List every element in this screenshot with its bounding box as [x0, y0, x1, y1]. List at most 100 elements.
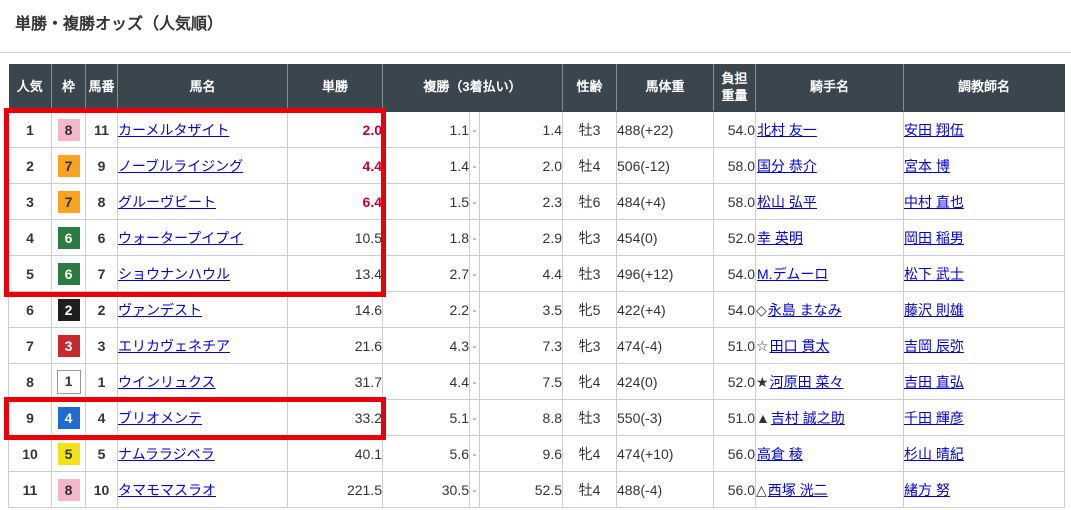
place-odds-separator: -: [469, 291, 480, 328]
frame-badge: 6: [57, 226, 80, 249]
place-odds-low-cell: 2.7: [382, 255, 470, 292]
jockey-cell: ◇永島 まなみ: [755, 291, 905, 328]
place-odds-separator: -: [469, 147, 480, 184]
place-odds-low-cell: 5.6: [382, 435, 470, 472]
trainer-link[interactable]: 吉岡 辰弥: [904, 337, 964, 354]
popularity-cell: 2: [8, 147, 52, 184]
place-odds-high-cell: 8.8: [479, 399, 564, 436]
horse-weight-cell: 488(+22): [616, 111, 715, 148]
carried-weight-cell: 54.0: [713, 111, 757, 148]
trainer-link[interactable]: 千田 輝彦: [904, 409, 964, 426]
horse-name-link[interactable]: カーメルタザイト: [118, 121, 230, 138]
header-trainer: 調教師名: [903, 64, 1066, 112]
horse-name-link[interactable]: グルーヴビート: [118, 193, 216, 210]
jockey-link[interactable]: 西塚 洸二: [767, 481, 828, 498]
title-divider: [0, 52, 1071, 53]
frame-cell: 3: [51, 327, 86, 364]
trainer-link[interactable]: 松下 武士: [904, 265, 964, 282]
table-row: 2 7 9 ノーブルライジング 4.4 1.4 - 2.0 牡4 506(-12…: [8, 147, 1066, 184]
horse-weight-cell: 474(+10): [616, 435, 715, 472]
sex-age-cell: 牡4: [562, 471, 618, 508]
horse-name-link[interactable]: エリカヴェネチア: [118, 337, 230, 354]
trainer-link[interactable]: 杉山 晴紀: [904, 445, 964, 462]
win-odds-cell: 14.6: [287, 291, 383, 328]
jockey-cell: ☆田口 貫太: [755, 327, 905, 364]
jockey-link[interactable]: 永島 まなみ: [767, 301, 842, 318]
place-odds-separator: -: [469, 435, 480, 472]
carried-weight-cell: 52.0: [713, 363, 757, 400]
popularity-cell: 1: [8, 111, 52, 148]
frame-cell: 7: [51, 147, 86, 184]
jockey-link[interactable]: 田口 貫太: [769, 337, 830, 354]
trainer-link[interactable]: 安田 翔伍: [904, 121, 964, 138]
horse-name-cell: ウインリュクス: [117, 363, 288, 400]
horse-name-link[interactable]: ヴァンデスト: [118, 301, 202, 318]
table-row: 8 1 1 ウインリュクス 31.7 4.4 - 7.5 牝4 424(0) 5…: [8, 363, 1066, 400]
trainer-link[interactable]: 宮本 博: [904, 157, 950, 174]
jockey-link[interactable]: 松山 弘平: [757, 193, 817, 210]
win-odds-cell: 6.4: [287, 183, 383, 220]
horse-name-link[interactable]: ノーブルライジング: [118, 157, 244, 174]
trainer-link[interactable]: 吉田 直弘: [904, 373, 964, 390]
jockey-link[interactable]: 北村 友一: [757, 121, 817, 138]
trainer-link[interactable]: 岡田 稲男: [904, 229, 964, 246]
jockey-link[interactable]: M.デムーロ: [757, 265, 829, 282]
horse-weight-cell: 488(-4): [616, 471, 715, 508]
carried-weight-cell: 54.0: [713, 255, 757, 292]
jockey-apprentice-mark: ▲: [756, 409, 770, 426]
jockey-cell: 高倉 稜: [755, 435, 905, 472]
trainer-link[interactable]: 中村 直也: [904, 193, 964, 210]
frame-cell: 6: [51, 219, 86, 256]
place-odds-high-cell: 2.3: [479, 183, 564, 220]
header-horse-name: 馬名: [117, 64, 288, 112]
horse-number-cell: 1: [85, 363, 118, 400]
jockey-link[interactable]: 国分 恭介: [757, 157, 817, 174]
horse-name-link[interactable]: ウォータープイプイ: [118, 229, 244, 246]
frame-badge: 4: [57, 406, 80, 429]
odds-table: 人気 枠 馬番 馬名 単勝 複勝（3着払い） 性齢 馬体重 負担重量 騎手名 調…: [8, 64, 1066, 508]
horse-number-cell: 10: [85, 471, 118, 508]
win-odds-cell: 2.0: [287, 111, 383, 148]
horse-name-link[interactable]: タマモマスラオ: [118, 481, 216, 498]
jockey-link[interactable]: 河原田 菜々: [769, 373, 844, 390]
horse-name-cell: ノーブルライジング: [117, 147, 288, 184]
horse-weight-cell: 474(-4): [616, 327, 715, 364]
frame-badge: 3: [57, 334, 80, 357]
jockey-link[interactable]: 吉村 誠之助: [770, 409, 845, 426]
frame-cell: 2: [51, 291, 86, 328]
horse-number-cell: 3: [85, 327, 118, 364]
place-odds-low-cell: 4.3: [382, 327, 470, 364]
sex-age-cell: 牡4: [562, 147, 618, 184]
horse-name-cell: ショウナンハウル: [117, 255, 288, 292]
horse-name-link[interactable]: ナムララジベラ: [118, 445, 215, 462]
place-odds-low-cell: 4.4: [382, 363, 470, 400]
horse-name-cell: ヴァンデスト: [117, 291, 288, 328]
trainer-link[interactable]: 藤沢 則雄: [904, 301, 964, 318]
trainer-cell: 千田 輝彦: [903, 399, 1066, 436]
table-row: 7 3 3 エリカヴェネチア 21.6 4.3 - 7.3 牝3 474(-4)…: [8, 327, 1066, 364]
header-popularity: 人気: [8, 64, 52, 112]
horse-name-link[interactable]: ショウナンハウル: [118, 265, 230, 282]
sex-age-cell: 牡3: [562, 255, 618, 292]
jockey-link[interactable]: 高倉 稜: [757, 445, 803, 462]
horse-name-cell: ナムララジベラ: [117, 435, 288, 472]
horse-number-cell: 8: [85, 183, 118, 220]
header-frame: 枠: [51, 64, 86, 112]
trainer-cell: 吉田 直弘: [903, 363, 1066, 400]
horse-name-link[interactable]: ウインリュクス: [118, 373, 216, 390]
horse-name-link[interactable]: ブリオメンテ: [118, 409, 202, 426]
jockey-link[interactable]: 幸 英明: [757, 229, 803, 246]
popularity-cell: 8: [8, 363, 52, 400]
trainer-link[interactable]: 緒方 努: [904, 481, 950, 498]
sex-age-cell: 牡3: [562, 111, 618, 148]
frame-badge: 7: [57, 154, 80, 177]
jockey-cell: ★河原田 菜々: [755, 363, 905, 400]
place-odds-separator: -: [469, 255, 480, 292]
sex-age-cell: 牡6: [562, 183, 618, 220]
win-odds-cell: 221.5: [287, 471, 383, 508]
horse-number-cell: 5: [85, 435, 118, 472]
carried-weight-cell: 56.0: [713, 435, 757, 472]
sex-age-cell: 牝5: [562, 291, 618, 328]
frame-badge: 8: [57, 118, 80, 141]
place-odds-high-cell: 3.5: [479, 291, 564, 328]
